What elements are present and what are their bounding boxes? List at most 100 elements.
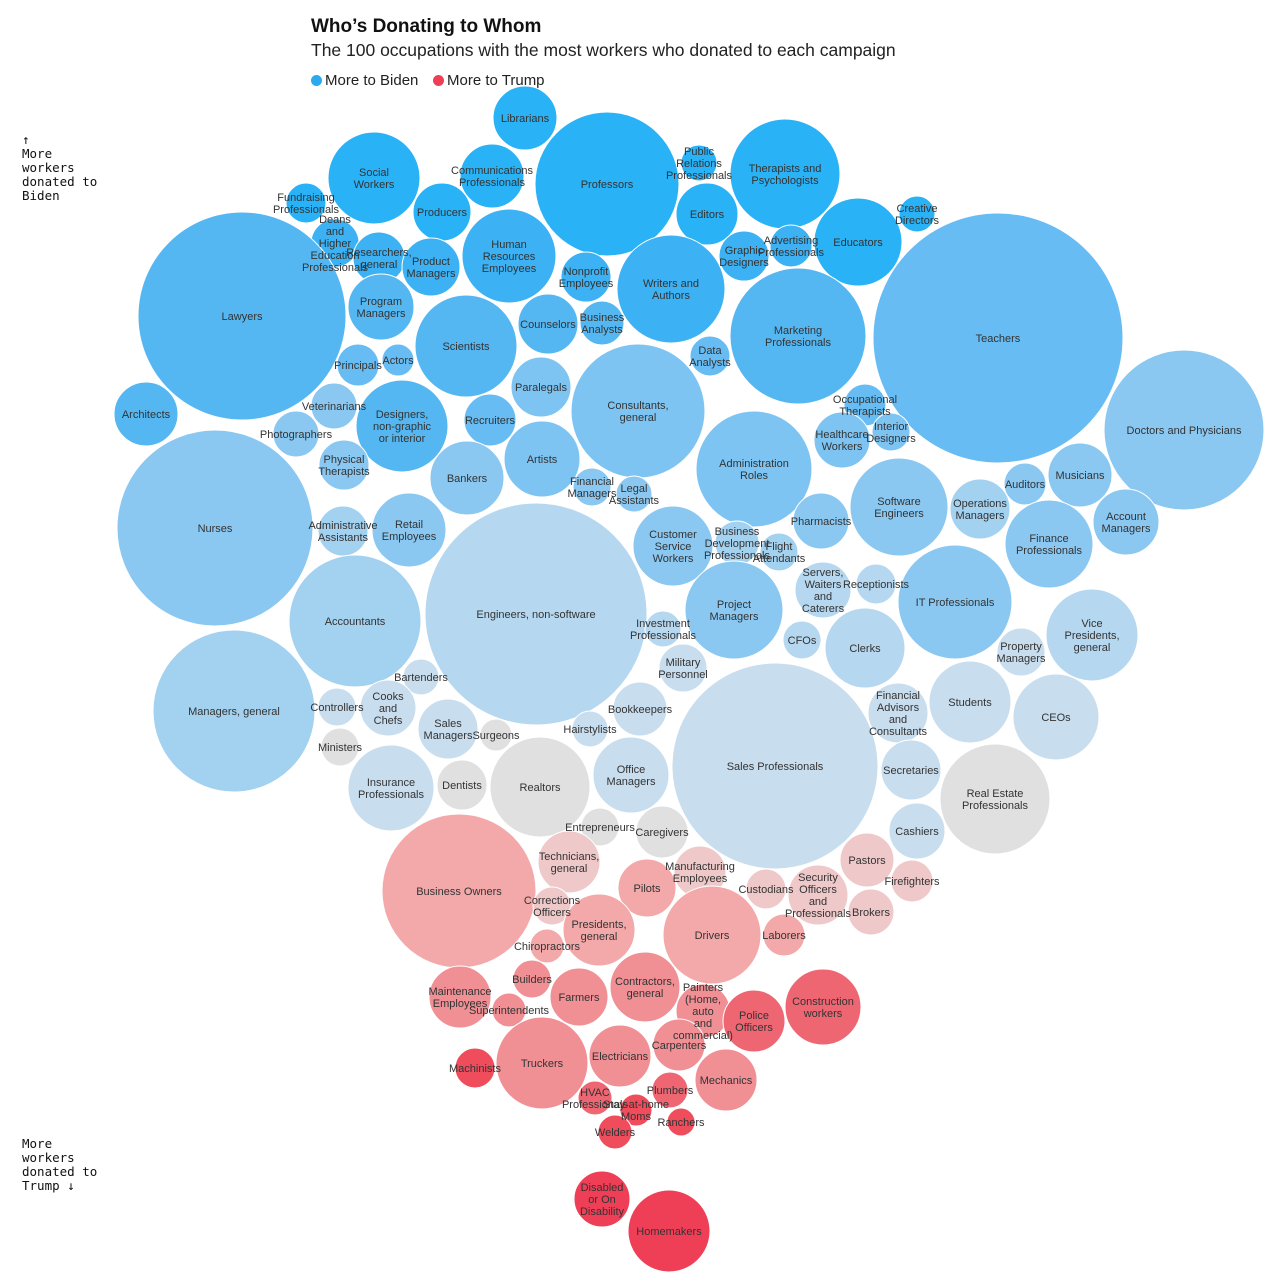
bubble-contractors-general[interactable] [609,951,681,1023]
bubble-interior-designers[interactable] [871,412,911,452]
bubble-communications-professionals[interactable] [459,143,525,209]
bubble-security-officers-and-professionals[interactable] [787,864,849,926]
bubble-presidents-general[interactable] [562,893,636,967]
bubble-business-analysts[interactable] [579,300,625,346]
bubble-bartenders[interactable] [402,658,440,696]
bubble-principals[interactable] [336,343,380,387]
bubble-custodians[interactable] [745,868,787,910]
bubble-nonprofit-employees[interactable] [560,251,612,303]
bubble-ranchers[interactable] [666,1107,696,1137]
bubble-professors[interactable] [534,111,680,257]
bubble-flight-attendants[interactable] [759,532,799,572]
bubble-account-managers[interactable] [1092,488,1160,556]
bubble-caregivers[interactable] [635,805,689,859]
bubble-electricians[interactable] [588,1024,652,1088]
bubble-musicians[interactable] [1047,442,1113,508]
bubble-carpenters[interactable] [652,1018,706,1072]
bubble-auditors[interactable] [1003,462,1047,506]
bubble-financial-managers[interactable] [572,467,612,507]
bubble-disabled-or-on-disability[interactable] [573,1170,631,1228]
bubble-public-relations-professionals[interactable] [680,144,718,182]
bubble-administration-roles[interactable] [695,410,813,528]
bubble-architects[interactable] [113,381,179,447]
bubble-fundraising-professionals[interactable] [285,182,327,224]
bubble-engineers-non-software[interactable] [424,502,648,726]
bubble-firefighters[interactable] [890,859,934,903]
bubble-cooks-and-chefs[interactable] [359,679,417,737]
bubble-healthcare-workers[interactable] [813,411,871,469]
bubble-hvac-professionals[interactable] [577,1080,613,1116]
bubble-social-workers[interactable] [327,131,421,225]
bubble-homemakers[interactable] [627,1189,711,1273]
bubble-nurses[interactable] [116,429,314,627]
bubble-farmers[interactable] [549,967,609,1027]
bubble-ceos[interactable] [1012,673,1100,761]
bubble-receptionists[interactable] [855,563,897,605]
bubble-secretaries[interactable] [880,739,942,801]
bubble-counselors[interactable] [517,293,579,355]
bubble-military-personnel[interactable] [658,643,708,693]
bubble-project-managers[interactable] [684,560,784,660]
bubble-pharmacists[interactable] [792,492,850,550]
bubble-program-managers[interactable] [347,273,415,341]
bubble-designers-non-graphic-or-interior[interactable] [355,379,449,473]
bubble-doctors-and-physicians[interactable] [1103,349,1265,511]
bubble-police-officers[interactable] [722,989,786,1053]
bubble-editors[interactable] [675,182,739,246]
bubble-brokers[interactable] [847,888,895,936]
bubble-investment-professionals[interactable] [644,610,682,648]
bubble-educators[interactable] [813,197,903,287]
bubble-servers-waiters-and-caterers[interactable] [794,561,852,619]
bubble-superintendents[interactable] [491,992,527,1028]
bubble-paralegals[interactable] [510,356,572,418]
bubble-graphic-designers[interactable] [718,230,770,282]
bubble-scientists[interactable] [414,294,518,398]
bubble-data-analysts[interactable] [689,335,731,377]
bubble-finance-professionals[interactable] [1004,499,1094,589]
bubble-entrepreneurs[interactable] [580,807,620,847]
bubble-it-professionals[interactable] [897,544,1013,660]
bubble-stay-at-home-moms[interactable] [619,1093,653,1127]
bubble-corrections-officers[interactable] [532,886,572,926]
bubble-construction-workers[interactable] [784,968,862,1046]
bubble-mechanics[interactable] [694,1048,758,1112]
bubble-drivers[interactable] [662,885,762,985]
bubble-actors[interactable] [381,343,415,377]
bubble-lawyers[interactable] [137,211,347,421]
bubble-cfos[interactable] [782,620,822,660]
bubble-clerks[interactable] [824,607,906,689]
bubble-human-resources-employees[interactable] [461,208,557,304]
bubble-cashiers[interactable] [888,802,946,860]
bubble-photographers[interactable] [272,410,320,458]
bubble-retail-employees[interactable] [371,492,447,568]
bubble-advertising-professionals[interactable] [769,224,813,268]
bubble-creative-directors[interactable] [898,195,936,233]
bubble-chiropractors[interactable] [529,928,565,964]
bubble-librarians[interactable] [492,85,558,151]
bubble-machinists[interactable] [454,1047,496,1089]
bubble-plumbers[interactable] [651,1071,689,1109]
bubble-realtors[interactable] [489,736,591,838]
bubble-customer-service-workers[interactable] [632,505,714,587]
bubble-laborers[interactable] [762,913,806,957]
bubble-sales-professionals[interactable] [671,662,879,870]
bubble-insurance-professionals[interactable] [347,744,435,832]
bubble-truckers[interactable] [495,1016,589,1110]
bubble-office-managers[interactable] [592,736,670,814]
bubble-sales-managers[interactable] [417,698,479,760]
bubble-real-estate-professionals[interactable] [939,743,1051,855]
bubble-welders[interactable] [597,1114,633,1150]
bubble-veterinarians[interactable] [310,382,358,430]
bubble-dentists[interactable] [436,759,488,811]
bubble-controllers[interactable] [317,687,357,727]
bubble-surgeons[interactable] [479,718,513,752]
bubble-maintenance-employees[interactable] [428,965,492,1029]
bubble-pilots[interactable] [617,858,677,918]
bubble-technicians-general[interactable] [537,830,601,894]
bubble-operations-managers[interactable] [949,478,1011,540]
bubble-marketing-professionals[interactable] [729,267,867,405]
bubble-physical-therapists[interactable] [318,439,370,491]
bubble-legal-assistants[interactable] [615,475,653,513]
bubble-artists[interactable] [503,420,581,498]
bubble-bankers[interactable] [429,440,505,516]
